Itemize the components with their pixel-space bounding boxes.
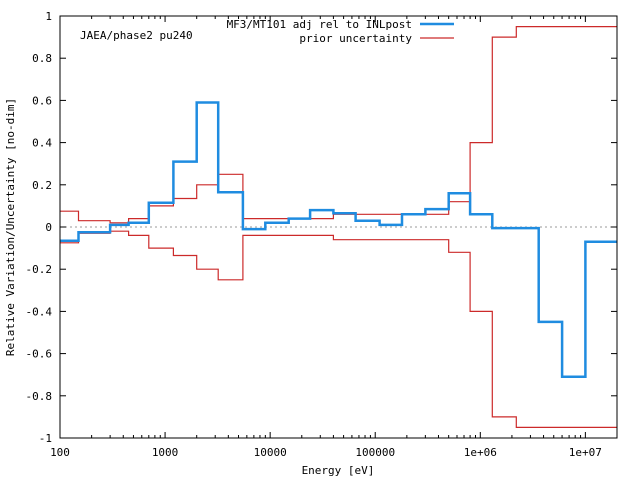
y-tick-label: 0.8	[32, 52, 52, 65]
legend-label-adj: MF3/MT101 adj rel to INLpost	[227, 18, 412, 31]
y-tick-label: 0.4	[32, 137, 52, 150]
prior-uncertainty-lower-line	[60, 230, 617, 428]
legend-label-prior: prior uncertainty	[299, 32, 412, 45]
x-tick-label: 1e+07	[569, 446, 602, 459]
y-tick-label: 1	[45, 10, 52, 23]
chart-annotation: JAEA/phase2 pu240	[80, 29, 193, 42]
y-tick-label: -0.4	[26, 305, 53, 318]
legend: MF3/MT101 adj rel to INLpost prior uncer…	[227, 18, 454, 45]
y-tick-label: -1	[39, 432, 52, 445]
x-tick-label: 1000	[152, 446, 179, 459]
adjustment-line	[60, 101, 617, 379]
x-axis-label: Energy [eV]	[302, 464, 375, 477]
y-tick-label: -0.6	[26, 348, 53, 361]
y-tick-label: 0	[45, 221, 52, 234]
x-tick-label: 100000	[355, 446, 395, 459]
prior-uncertainty-upper-line	[60, 26, 617, 224]
y-tick-label: -0.8	[26, 390, 53, 403]
y-tick-label: 0.2	[32, 179, 52, 192]
y-axis-label: Relative Variation/Uncertainty [no-dim]	[4, 98, 17, 356]
y-axis: -1 -0.8 -0.6 -0.4 -0.2 0 0.2 0.4 0.6 0.8 1	[26, 10, 617, 445]
plot-area	[59, 15, 618, 439]
series-layer	[60, 26, 617, 428]
y-tick-label: -0.2	[26, 263, 53, 276]
x-tick-label: 100	[50, 446, 70, 459]
y-tick-label: 0.6	[32, 94, 52, 107]
x-tick-label: 10000	[254, 446, 287, 459]
x-axis: 100 1000 10000 100000 1e+06 1e+07	[50, 16, 618, 459]
x-tick-label: 1e+06	[464, 446, 497, 459]
